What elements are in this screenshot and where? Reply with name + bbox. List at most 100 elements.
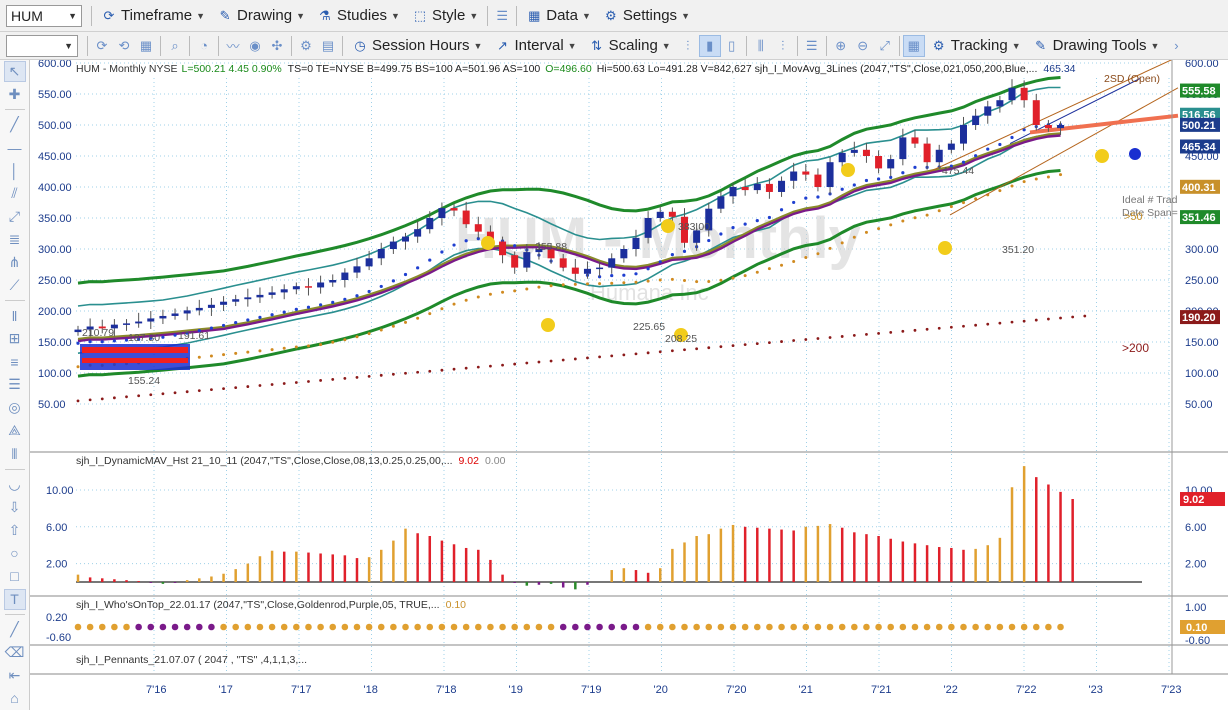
levels-icon[interactable]: ≡ (10, 353, 19, 370)
gann-icon[interactable]: ⊞ (8, 330, 21, 347)
candle-body (753, 183, 761, 191)
price-label: 191.61 (178, 330, 210, 342)
fib-time-icon[interactable]: ⫴ (11, 445, 18, 462)
indicator-dynamic-mav[interactable]: sjh_I_DynamicMAV_Hst 21_10_11 (2047,"TS"… (46, 455, 1225, 590)
tracking-button[interactable]: ⚙ Tracking ▼ (925, 34, 1027, 58)
properties-icon[interactable]: ▤ (321, 37, 335, 53)
price-badge (1180, 117, 1220, 132)
studies-button[interactable]: ⚗ Studies ▼ (311, 4, 406, 28)
candle-body (802, 171, 810, 175)
candlestick-icon[interactable]: ▮ (698, 34, 721, 57)
ray-icon[interactable]: ⤢ (8, 208, 21, 225)
fib-extension-icon[interactable]: ☰ (8, 376, 21, 393)
collapse-icon[interactable]: ⇤ (8, 666, 21, 683)
ind1-tick-right: 6.00 (1185, 522, 1206, 534)
data-window-icon[interactable]: ▦ (902, 34, 925, 57)
hollow-candle-icon[interactable]: ▯ (728, 37, 736, 53)
pivot-marker (541, 318, 555, 332)
fib-fan-icon[interactable]: ⟁ (8, 422, 21, 439)
crosshair-icon[interactable]: ✚ (8, 86, 21, 103)
refresh-icon[interactable]: ⟳ (96, 37, 108, 53)
window-layout-icon[interactable]: ☰ (496, 7, 509, 23)
expand-icon[interactable]: › (1174, 38, 1179, 53)
blue-dot (355, 294, 359, 298)
zoom-reset-icon[interactable]: ⤢ (879, 37, 890, 53)
rectangle-icon[interactable]: □ (10, 568, 19, 585)
channel-icon[interactable]: ⫽ (11, 185, 18, 202)
eraser-icon[interactable]: ⌫ (4, 643, 25, 660)
dot-marker (814, 623, 822, 631)
spacing-increase-icon[interactable]: ⫶ (781, 37, 785, 53)
zoom-out-icon[interactable]: ⊖ (857, 37, 869, 53)
red-200-dot (986, 322, 990, 326)
red-200-dot (100, 397, 104, 401)
chart-area[interactable]: HUM - Monthly Humana Inc 355.88225.65208… (30, 60, 1228, 710)
chart-type-select[interactable]: ▼ (6, 34, 78, 57)
session-hours-button[interactable]: ◷ Session Hours ▼ (346, 34, 488, 58)
price-tick-right: 600.00 (1185, 60, 1219, 70)
drawing-tools-button[interactable]: ✎ Drawing Tools ▼ (1027, 34, 1166, 58)
blue-dot (876, 177, 881, 181)
interval-button[interactable]: ↗ Interval ▼ (488, 34, 582, 58)
indicator2-title: sjh_I_Who'sOnTop_22.01.17 (2047,"TS",Clo… (76, 599, 466, 611)
grid-icon[interactable]: ▦ (139, 37, 153, 53)
candle-body (256, 294, 264, 298)
pitchfork-icon[interactable]: ⋔ (8, 254, 21, 271)
vertical-line-icon[interactable]: │ (10, 162, 19, 179)
window-split-icon[interactable]: ☰ (805, 37, 818, 53)
dot-marker (462, 623, 470, 631)
drawing-button[interactable]: ✎ Drawing ▼ (211, 4, 311, 28)
toolbar-divider (745, 35, 747, 56)
candlesticks (74, 79, 1065, 337)
format-icon[interactable]: ⚙ (300, 37, 312, 53)
indicator-icon[interactable]: 〰 (226, 39, 240, 54)
text-icon[interactable]: T (3, 588, 26, 610)
drawing-object-icon[interactable]: ⌂ (10, 690, 19, 707)
orange-dot (1046, 175, 1050, 179)
blue-dot (513, 244, 517, 248)
pointer-icon[interactable]: ↖ (3, 61, 26, 83)
zoom-in-icon[interactable]: ⊕ (835, 37, 847, 53)
arc-icon[interactable]: ◡ (8, 475, 21, 492)
red-200-dot (537, 360, 541, 364)
toolbar-divider (825, 35, 827, 56)
horizontal-line-icon[interactable]: — (7, 139, 22, 156)
ind1-tick-left: 10.00 (46, 485, 74, 497)
settings-button[interactable]: ⚙ Settings ▼ (597, 4, 696, 28)
gauge-icon[interactable]: ◔ (200, 38, 208, 53)
andrews-icon[interactable]: ‖ (11, 307, 18, 324)
price-label: 225.65 (633, 321, 665, 333)
red-200-dot (561, 358, 565, 362)
zoom-box-icon[interactable]: ⌕ (171, 37, 179, 53)
dot-marker (426, 623, 434, 631)
trendline-icon[interactable]: ╱ (10, 116, 19, 133)
cursor-cross-icon[interactable]: ✣ (271, 37, 283, 53)
ellipse-icon[interactable]: ○ (10, 545, 19, 562)
arrow-up-icon[interactable]: ⇧ (8, 521, 21, 538)
toolbox-divider (4, 300, 25, 302)
style-button[interactable]: ⬚ Style ▼ (406, 4, 484, 28)
spacing-decrease-icon[interactable]: ⫼ (757, 37, 764, 53)
arrow-down-icon[interactable]: ⇩ (8, 498, 21, 515)
red-200-dot (367, 374, 371, 378)
orange-dot (428, 312, 432, 316)
fib-circle-icon[interactable]: ◎ (8, 399, 21, 416)
date-axis[interactable]: 7'16 '17 7'17 '18 7'18 '19 7'19 '20 7'20 '21 7'21 '… (146, 684, 1181, 696)
price-badge (1180, 310, 1220, 325)
annotation-gt200: >200 (1122, 341, 1149, 355)
sync-icon[interactable]: ⟲ (118, 37, 130, 53)
indicator-whos-on-top[interactable]: sjh_I_Who'sOnTop_22.01.17 (2047,"TS",Clo… (46, 599, 1225, 647)
dot-marker (450, 623, 458, 631)
scaling-button[interactable]: ⇅ Scaling ▼ (583, 34, 677, 58)
data-button[interactable]: ▦ Data ▼ (520, 4, 597, 28)
candle-body (1020, 87, 1028, 101)
speed-lines-icon[interactable]: ⟋ (9, 277, 20, 294)
palette-icon[interactable]: ◉ (249, 37, 261, 53)
price-axis[interactable]: 600.00600.00550.00550.00500.00500.00450.… (38, 60, 1220, 411)
symbol-selector[interactable]: HUM ▼ (6, 4, 82, 27)
fibonacci-icon[interactable]: ≣ (8, 231, 21, 248)
ohlc-bar-icon[interactable]: ⫶ (686, 37, 690, 53)
tracking-icon: ⚙ (932, 37, 945, 53)
timeframe-button[interactable]: ⟳ Timeframe ▼ (95, 4, 211, 28)
dashed-line-icon[interactable]: ╱ (10, 620, 19, 637)
